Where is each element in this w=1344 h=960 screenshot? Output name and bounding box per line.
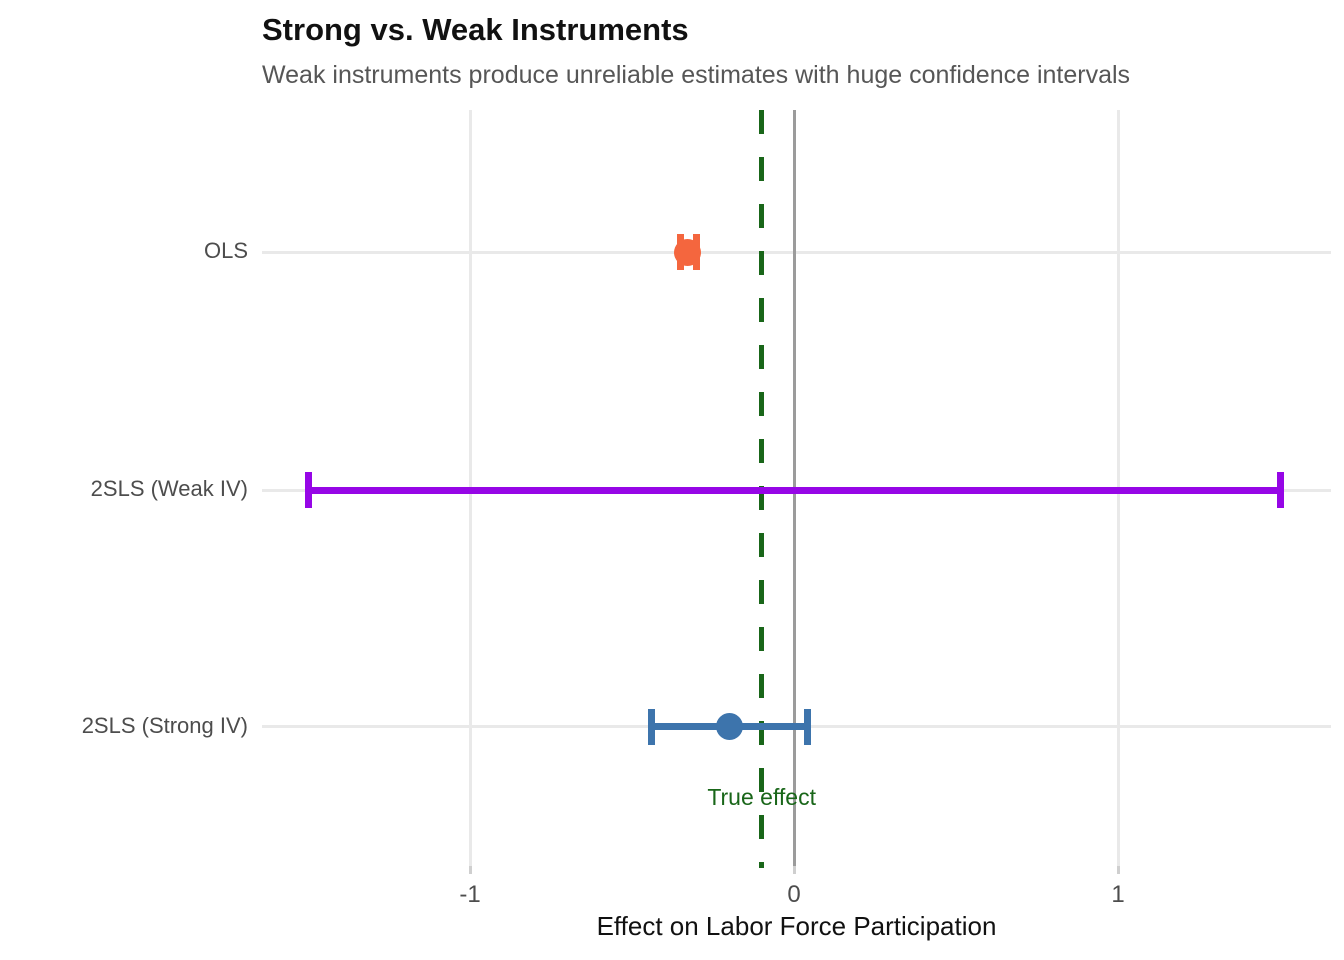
plot-panel xyxy=(262,110,1331,870)
x-axis-tick xyxy=(792,866,796,874)
chart-subtitle: Weak instruments produce unreliable esti… xyxy=(262,61,1131,89)
x-axis-title: Effect on Labor Force Participation xyxy=(596,911,997,941)
category-label-ols: OLS xyxy=(203,238,248,264)
point-estimate-ols xyxy=(673,238,701,266)
errorbar-line-2sls-weak-iv xyxy=(308,486,1281,494)
errorbar-cap-right-2sls-weak-iv xyxy=(1276,472,1284,509)
category-label-2sls-weak-iv: 2SLS (Weak IV) xyxy=(90,476,248,502)
x-axis-tick-label: 0 xyxy=(787,881,801,908)
chart-title: Strong vs. Weak Instruments xyxy=(262,12,689,47)
errorbar-cap-left-2sls-strong-iv xyxy=(647,708,655,745)
category-label-2sls-strong-iv: 2SLS (Strong IV) xyxy=(81,712,248,738)
true-effect-annotation: True effect xyxy=(707,784,816,810)
gridline-horizontal xyxy=(262,250,1331,254)
point-estimate-2sls-strong-iv xyxy=(715,713,743,741)
x-axis-tick-label: 1 xyxy=(1111,881,1125,908)
errorbar-cap-right-2sls-strong-iv xyxy=(803,708,811,745)
x-axis-tick-label: -1 xyxy=(459,881,481,908)
x-axis-tick xyxy=(1116,866,1120,874)
x-axis-tick xyxy=(468,866,472,874)
errorbar-cap-left-2sls-weak-iv xyxy=(304,472,312,509)
